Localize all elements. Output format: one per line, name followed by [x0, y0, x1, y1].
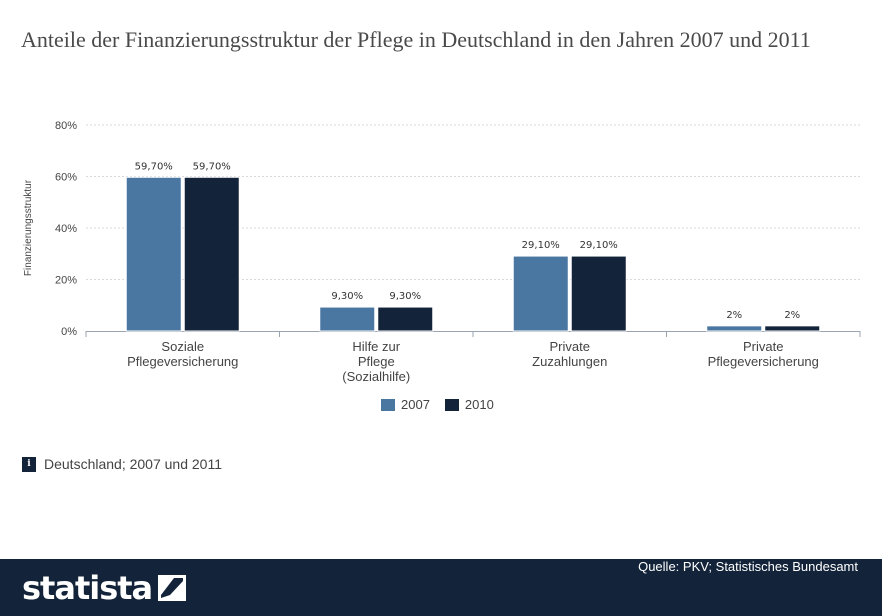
bar-2010-2	[570, 255, 627, 332]
x-tick-label-3: Private Pflegeversicherung	[708, 339, 819, 369]
x-tick-label-line: Soziale	[161, 339, 204, 354]
y-tick-label-0: 0%	[61, 326, 77, 338]
info-text: Deutschland; 2007 und 2011	[44, 456, 222, 472]
legend-label-2010: 2010	[464, 397, 494, 412]
info-note: i Deutschland; 2007 und 2011	[22, 456, 222, 472]
bar-2007-0	[125, 176, 182, 332]
bar-2010-1	[377, 306, 434, 332]
logo-text: statista	[22, 569, 153, 607]
bar-2007-3	[706, 325, 763, 332]
x-tick-label-line: Private	[743, 339, 783, 354]
statista-logo-icon	[158, 575, 187, 601]
x-tick-label-2: Private Zuzahlungen	[532, 339, 607, 369]
data-label-2010-2: 29,10%	[580, 240, 618, 251]
x-tick-label-0: Soziale Pflegeversicherung	[127, 339, 238, 369]
data-label-2007-3: 2%	[726, 310, 742, 321]
bar-2010-3	[764, 325, 821, 332]
legend: 2007 2010	[381, 397, 494, 412]
legend-swatch-2010	[444, 398, 459, 411]
y-tick-label-60: 60%	[55, 172, 77, 184]
x-tick-label-line: Hilfe zur	[352, 339, 400, 354]
y-tick-label-80: 80%	[55, 120, 77, 132]
y-axis-title: Finanzierungsstruktur	[23, 179, 34, 276]
data-label-2007-2: 29,10%	[522, 240, 560, 251]
data-label-2007-0: 59,70%	[135, 161, 173, 172]
data-label-2010-1: 9,30%	[389, 291, 421, 302]
data-label-2010-3: 2%	[784, 310, 800, 321]
x-tick-label-line: Pflegeversicherung	[127, 354, 238, 369]
bar-2010-0	[183, 176, 240, 332]
y-tick-label-20: 20%	[55, 275, 77, 287]
legend-swatch-2007	[381, 398, 395, 411]
chart-title: Anteile der Finanzierungsstruktur der Pf…	[21, 27, 811, 52]
bar-2007-2	[512, 255, 569, 332]
info-icon[interactable]: i	[22, 456, 36, 472]
x-tick-label-line: Pflegeversicherung	[708, 354, 819, 369]
y-tick-label-40: 40%	[55, 223, 77, 235]
x-tick-label-1: Hilfe zur Pflege (Sozialhilfe)	[342, 339, 410, 384]
bar-2007-1	[319, 306, 376, 332]
legend-item-2007[interactable]: 2007	[381, 397, 430, 412]
x-tick-label-line: Private	[550, 339, 590, 354]
footer: Quelle: PKV; Statistisches Bundesamt sta…	[0, 559, 882, 616]
data-label-2010-0: 59,70%	[193, 161, 231, 172]
source-text: Quelle: PKV; Statistisches Bundesamt	[638, 559, 858, 574]
bar-chart: 0% 20% 40% 60% 80% Finanzierungsstruktur 59,70…	[23, 120, 861, 384]
x-tick-label-line: Zuzahlungen	[532, 354, 607, 369]
legend-label-2007: 2007	[401, 397, 430, 412]
legend-item-2010[interactable]: 2010	[444, 397, 494, 412]
statista-logo[interactable]: statista	[22, 569, 187, 607]
x-tick-label-line: Pflege	[358, 354, 395, 369]
data-label-2007-1: 9,30%	[331, 291, 363, 302]
x-tick-label-line: (Sozialhilfe)	[342, 369, 410, 384]
